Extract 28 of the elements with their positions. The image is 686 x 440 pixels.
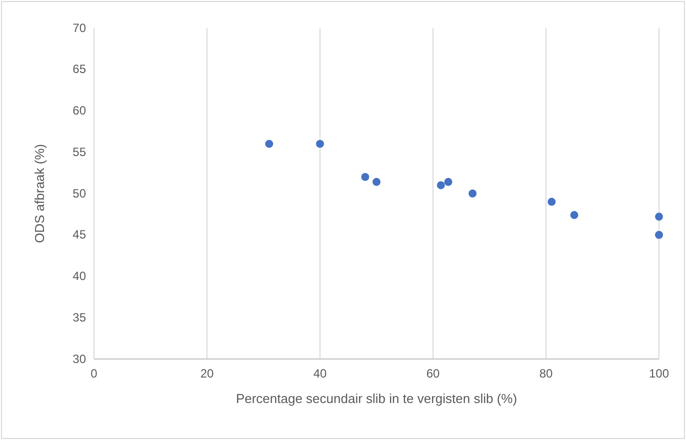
point xyxy=(316,140,324,148)
point xyxy=(372,178,380,186)
y-tick-label: 50 xyxy=(72,186,86,200)
x-tick-label: 80 xyxy=(539,366,553,381)
y-tick-label: 70 xyxy=(72,20,86,35)
x-tick-label: 20 xyxy=(200,366,214,381)
point xyxy=(468,190,477,198)
point xyxy=(265,140,274,148)
y-axis-title: ODS afbraak (%) xyxy=(32,144,47,243)
x-tick-label: 100 xyxy=(648,366,670,381)
point xyxy=(361,172,370,181)
point xyxy=(655,230,663,239)
point xyxy=(548,198,556,206)
point xyxy=(444,178,452,186)
y-tick-label: 40 xyxy=(72,269,86,284)
x-tick-label: 0 xyxy=(90,366,98,381)
point xyxy=(570,211,578,219)
y-tick-label: 60 xyxy=(72,104,86,118)
y-tick-label: 65 xyxy=(72,62,86,76)
x-tick-label: 40 xyxy=(313,366,327,381)
point xyxy=(655,212,663,221)
x-axis-title: Percentage secundair slib in te vergisten slib (%) xyxy=(236,391,518,406)
point xyxy=(436,181,445,190)
x-tick-label: 60 xyxy=(426,366,440,381)
y-tick-label: 30 xyxy=(72,352,86,366)
y-tick-label: 35 xyxy=(72,310,86,324)
y-tick-label: 45 xyxy=(72,228,86,242)
y-tick-label: 55 xyxy=(72,144,86,159)
